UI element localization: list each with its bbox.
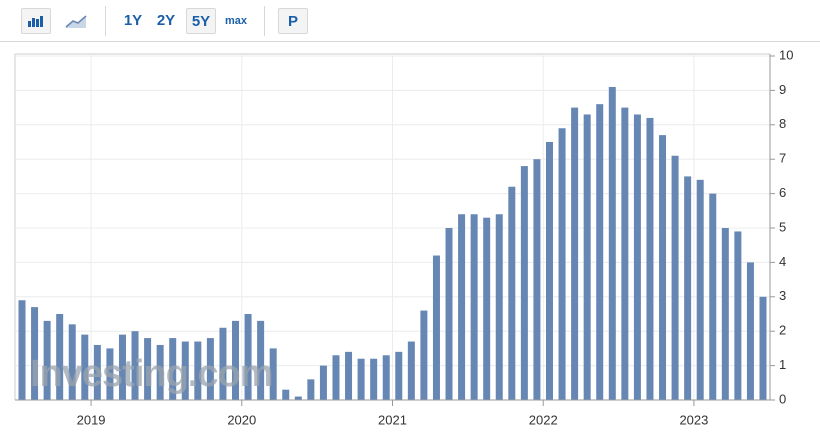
bar [495,214,503,400]
x-tick-label: 2021 [378,412,407,427]
bar [508,186,516,400]
bar [721,228,729,400]
x-tick-label: 2019 [77,412,106,427]
range-button[interactable]: 1Y [123,12,143,29]
bar [345,351,353,400]
bar [432,255,440,400]
bar [759,296,767,400]
bar [633,114,641,400]
bar [395,351,403,400]
bar [671,155,679,400]
y-tick-label: 10 [779,47,793,62]
bar [445,228,453,400]
bar [319,365,327,400]
bar [696,179,704,400]
separator [264,6,265,36]
bar [294,396,302,400]
y-tick-label: 0 [779,391,786,406]
x-tick-label: 2020 [227,412,256,427]
bar [181,341,189,400]
bar [483,217,491,400]
bar [18,300,26,400]
bar [68,324,76,400]
bar [269,348,277,400]
x-tick-label: 2022 [529,412,558,427]
bar [370,358,378,400]
bar [621,107,629,400]
bar [382,355,390,400]
y-tick-label: 6 [779,185,786,200]
watermark: Investing.com [30,353,273,395]
bar [583,114,591,400]
range-button-selected[interactable]: 5Y [186,8,216,34]
bar [307,379,315,400]
bar [709,193,717,400]
bar [194,341,202,400]
bar [533,159,541,400]
x-tick-label: 2023 [679,412,708,427]
bar [81,334,89,400]
bar-chart-button[interactable] [21,8,51,34]
bar [106,348,114,400]
bar [144,338,152,400]
bar [558,128,566,401]
bar [458,214,466,400]
bar [156,344,164,400]
bar [56,314,64,400]
line-chart-button[interactable] [61,8,91,34]
y-tick-label: 5 [779,219,786,234]
y-tick-label: 7 [779,151,786,166]
bar [545,142,553,400]
bar [407,341,415,400]
bar [232,320,240,400]
bar [31,307,39,400]
bar [734,231,742,400]
bar [646,117,654,401]
bar [470,214,478,400]
bar [659,135,667,400]
bar [684,176,692,400]
bar [131,331,139,400]
bar [169,338,177,400]
bar [420,310,428,400]
y-tick-label: 2 [779,323,786,338]
y-tick-label: 3 [779,288,786,303]
range-button[interactable]: max [224,15,248,27]
y-tick-label: 9 [779,82,786,97]
bar [282,389,290,400]
bar [746,262,754,400]
y-tick-label: 1 [779,357,786,372]
bar [93,344,101,400]
bar [257,320,265,400]
bar [596,104,604,400]
bar [608,86,616,401]
y-tick-label: 8 [779,116,786,131]
bar [332,355,340,400]
y-tick-label: 4 [779,254,786,269]
bar [43,320,51,400]
bar [571,107,579,400]
range-button[interactable]: 2Y [156,12,176,29]
bar [520,166,528,400]
line-icon [65,15,87,28]
bar-icon [28,16,43,27]
bar [219,327,227,400]
bar [244,314,252,400]
bar [118,334,126,400]
bar [357,358,365,400]
separator [105,6,106,36]
p-button[interactable]: P [278,8,308,34]
bar [206,338,214,400]
toolbar: 1Y 2Y 5Y max P [0,0,820,42]
